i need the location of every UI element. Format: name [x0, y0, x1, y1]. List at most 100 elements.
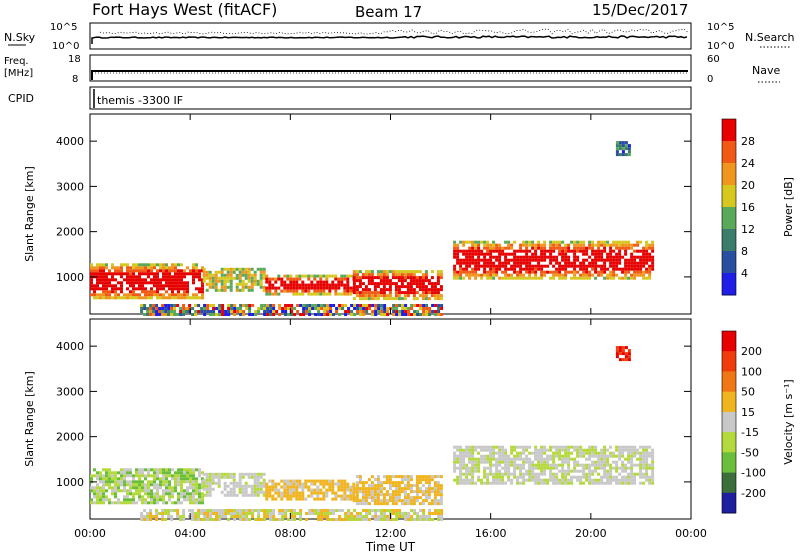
power-echo-cell — [528, 249, 532, 253]
power-echo-cell — [102, 275, 105, 279]
power-echo-cell — [468, 261, 472, 265]
power-echo-cell — [412, 270, 416, 274]
velocity-echo-cell — [365, 518, 369, 521]
power-echo-cell — [401, 313, 405, 316]
velocity-echo-cell — [232, 493, 236, 497]
power-echo-cell — [155, 313, 159, 316]
velocity-echo-cell — [552, 457, 556, 461]
power-echo-cell — [609, 258, 613, 262]
velocity-echo-cell — [376, 487, 380, 491]
velocity-echo-cell — [278, 509, 282, 512]
power-echo-cell — [612, 258, 616, 262]
velocity-echo-cell — [183, 492, 186, 496]
power-echo-cell — [277, 274, 281, 278]
velocity-echo-cell — [159, 495, 162, 499]
velocity-echo-cell — [238, 487, 242, 491]
velocity-echo-cell — [618, 346, 622, 350]
power-echo-cell — [147, 272, 150, 276]
power-echo-cell — [480, 276, 484, 280]
power-echo-cell — [471, 261, 475, 265]
velocity-echo-cell — [386, 515, 390, 518]
power-echo-cell — [278, 304, 282, 307]
power-echo-cell — [305, 304, 309, 307]
power-echo-cell — [437, 310, 441, 313]
velocity-echo-cell — [165, 489, 168, 493]
velocity-echo-cell — [588, 481, 592, 485]
power-echo-cell — [271, 277, 275, 281]
power-echo-cell — [627, 267, 631, 271]
power-echo-cell — [537, 267, 541, 271]
power-echo-cell — [648, 246, 652, 250]
velocity-echo-cell — [108, 477, 111, 481]
velocity-colorbar-tick-label: -100 — [741, 467, 766, 480]
power-echo-cell — [114, 284, 117, 288]
velocity-echo-cell — [585, 472, 589, 476]
velocity-echo-cell — [510, 448, 514, 452]
power-echo-cell — [153, 281, 156, 285]
power-echo-cell — [287, 307, 291, 310]
velocity-echo-cell — [525, 454, 529, 458]
power-echo-cell — [376, 285, 380, 289]
velocity-echo-cell — [236, 509, 240, 512]
power-echo-cell — [165, 281, 168, 285]
velocity-echo-cell — [343, 488, 347, 492]
power-echo-cell — [492, 261, 496, 265]
power-echo-cell — [424, 297, 428, 301]
power-echo-cell — [462, 276, 466, 280]
power-echo-cell — [150, 269, 153, 273]
power-echo-cell — [221, 313, 225, 316]
power-echo-cell — [609, 264, 613, 268]
power-echo-cell — [433, 285, 437, 289]
velocity-echo-cell — [144, 486, 147, 490]
velocity-echo-cell — [165, 471, 168, 475]
velocity-echo-cell — [468, 448, 472, 452]
velocity-echo-cell — [322, 491, 326, 495]
velocity-echo-cell — [263, 518, 267, 521]
power-echo-cell — [259, 267, 263, 271]
power-echo-cell — [201, 287, 204, 291]
velocity-echo-cell — [418, 481, 422, 485]
velocity-echo-cell — [403, 478, 407, 482]
power-echo-cell — [319, 292, 323, 296]
velocity-echo-cell — [205, 487, 209, 491]
power-echo-cell — [188, 304, 192, 307]
power-echo-cell — [564, 255, 568, 259]
velocity-echo-cell — [292, 488, 296, 492]
velocity-echo-cell — [651, 448, 655, 452]
power-echo-cell — [376, 276, 380, 280]
velocity-echo-cell — [362, 509, 366, 512]
velocity-echo-cell — [552, 475, 556, 479]
power-echo-cell — [504, 258, 508, 262]
velocity-echo-cell — [483, 475, 487, 479]
power-echo-cell — [353, 304, 357, 307]
power-echo-cell — [480, 264, 484, 268]
velocity-echo-cell — [639, 472, 643, 476]
power-echo-cell — [322, 274, 326, 278]
velocity-echo-cell — [483, 466, 487, 470]
power-echo-cell — [382, 297, 386, 301]
power-echo-cell — [307, 286, 311, 290]
power-echo-cell — [465, 270, 469, 274]
velocity-echo-cell — [633, 475, 637, 479]
power-echo-cell — [400, 297, 404, 301]
power-echo-cell — [177, 275, 180, 279]
velocity-echo-cell — [156, 486, 159, 490]
power-echo-cell — [531, 252, 535, 256]
power-colorbar-swatch — [722, 207, 736, 230]
velocity-echo-cell — [239, 512, 243, 515]
power-echo-cell — [433, 291, 437, 295]
velocity-echo-cell — [295, 482, 299, 486]
power-echo-cell — [555, 270, 559, 274]
power-echo-cell — [223, 273, 227, 277]
power-echo-cell — [415, 270, 419, 274]
velocity-echo-region — [615, 346, 631, 362]
power-echo-cell — [558, 243, 562, 247]
velocity-echo-cell — [155, 509, 159, 512]
power-echo-cell — [170, 310, 174, 313]
power-echo-cell — [283, 280, 287, 284]
power-echo-cell — [418, 270, 422, 274]
power-echo-cell — [531, 255, 535, 259]
velocity-echo-cell — [588, 472, 592, 476]
power-echo-cell — [618, 240, 622, 244]
power-echo-cell — [433, 282, 437, 286]
